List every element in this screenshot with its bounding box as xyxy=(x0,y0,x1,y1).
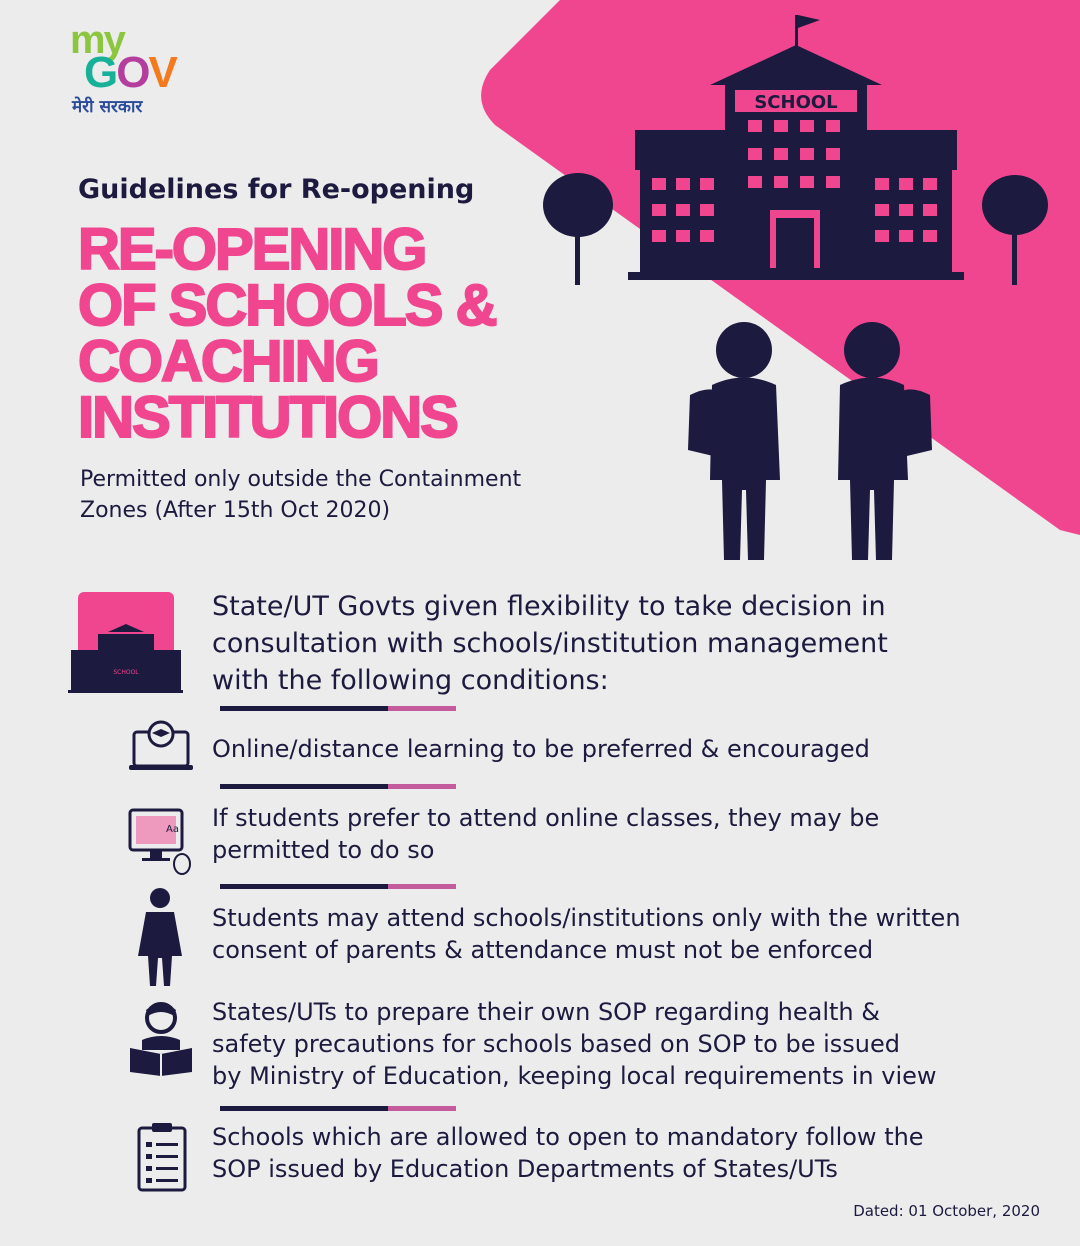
window xyxy=(700,178,714,190)
intro-text: State/UT Govts given flexibility to take… xyxy=(212,591,888,696)
school-building-icon: SCHOOL xyxy=(68,592,183,693)
window xyxy=(774,176,788,188)
divider xyxy=(220,784,456,789)
divider xyxy=(220,884,456,889)
condition-item: States/UTs to prepare their own SOP rega… xyxy=(212,998,937,1090)
window xyxy=(826,120,840,132)
window xyxy=(700,230,714,242)
condition-item: Schools which are allowed to open to man… xyxy=(212,1123,924,1183)
laptop-graduation-icon xyxy=(129,720,193,770)
window xyxy=(748,148,762,160)
window xyxy=(875,204,889,216)
window xyxy=(875,178,889,190)
window xyxy=(676,204,690,216)
window xyxy=(676,230,690,242)
window xyxy=(826,148,840,160)
window xyxy=(748,176,762,188)
condition-item: If students prefer to attend online clas… xyxy=(212,804,880,864)
window xyxy=(923,204,937,216)
permitted-note: Permitted only outside the Containment Zo… xyxy=(80,467,522,523)
date-label: Dated: 01 October, 2020 xyxy=(853,1202,1040,1220)
subtitle: Guidelines for Re-opening xyxy=(78,174,475,205)
window xyxy=(800,148,814,160)
window xyxy=(774,148,788,160)
window xyxy=(923,230,937,242)
window xyxy=(800,176,814,188)
window xyxy=(774,120,788,132)
divider xyxy=(220,1106,456,1111)
condition-item: Students may attend schools/institutions… xyxy=(212,904,961,964)
condition-item: Online/distance learning to be preferred… xyxy=(212,735,870,763)
window xyxy=(875,230,889,242)
window xyxy=(899,204,913,216)
window xyxy=(800,120,814,132)
window xyxy=(748,120,762,132)
window xyxy=(652,204,666,216)
divider xyxy=(220,706,456,711)
window xyxy=(676,178,690,190)
online-class-monitor-icon: Aa xyxy=(128,808,191,875)
window xyxy=(899,178,913,190)
logo-tagline: मेरी सरकार xyxy=(72,97,143,117)
school-illustration: SCHOOL xyxy=(543,15,1048,560)
window xyxy=(652,230,666,242)
window xyxy=(923,178,937,190)
student-icon xyxy=(138,888,182,986)
window xyxy=(899,230,913,242)
mygov-logo-gov: GOV xyxy=(84,48,178,97)
svg-text:SCHOOL: SCHOOL xyxy=(754,92,837,113)
window xyxy=(826,176,840,188)
window xyxy=(700,204,714,216)
window xyxy=(652,178,666,190)
clipboard-checklist-icon xyxy=(137,1123,187,1192)
page-title: RE-OPENING OF SCHOOLS & COACHING INSTITUTIO… xyxy=(77,217,498,450)
svg-text:SCHOOL: SCHOOL xyxy=(113,669,139,676)
mygov-logo: my xyxy=(70,18,126,62)
svg-text:Aa: Aa xyxy=(166,824,179,835)
reading-person-icon xyxy=(130,1002,192,1076)
